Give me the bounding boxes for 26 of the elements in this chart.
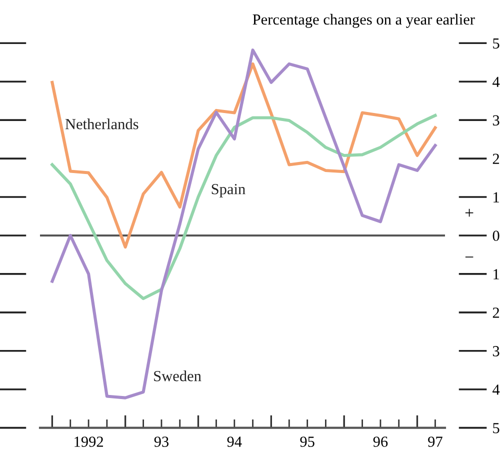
y-axis-title: Percentage changes on a year earlier	[252, 14, 475, 28]
line-series	[50, 48, 437, 400]
text: +	[465, 208, 474, 217]
text: −	[465, 256, 474, 258]
series-label: Netherlands	[65, 118, 138, 130]
x-tick-label: 93	[154, 436, 169, 447]
line-series	[50, 114, 437, 300]
x-tick-label: 95	[300, 436, 314, 447]
series-label: Spain	[212, 184, 246, 198]
y-tick-label: 1	[494, 269, 499, 280]
y-tick-label: 1	[494, 192, 499, 202]
x-tick-label: 97	[428, 436, 442, 447]
x-tick-label: 96	[373, 436, 388, 447]
y-tick-label: 3	[492, 346, 500, 356]
y-tick-label: 3	[492, 115, 500, 126]
y-tick-label: 0	[492, 230, 500, 241]
y-tick-label: 4	[492, 384, 500, 395]
x-tick-label: 94	[227, 436, 242, 447]
y-tick-label: 2	[492, 308, 500, 318]
y-tick-label: 2	[492, 154, 500, 164]
y-tick-label: 5	[493, 423, 500, 434]
series-label: Sweden	[154, 370, 202, 382]
y-tick-label: 5	[493, 38, 500, 49]
x-tick-label: 1992	[74, 436, 103, 447]
y-tick-label: 4	[492, 76, 500, 87]
line-series	[50, 62, 437, 249]
